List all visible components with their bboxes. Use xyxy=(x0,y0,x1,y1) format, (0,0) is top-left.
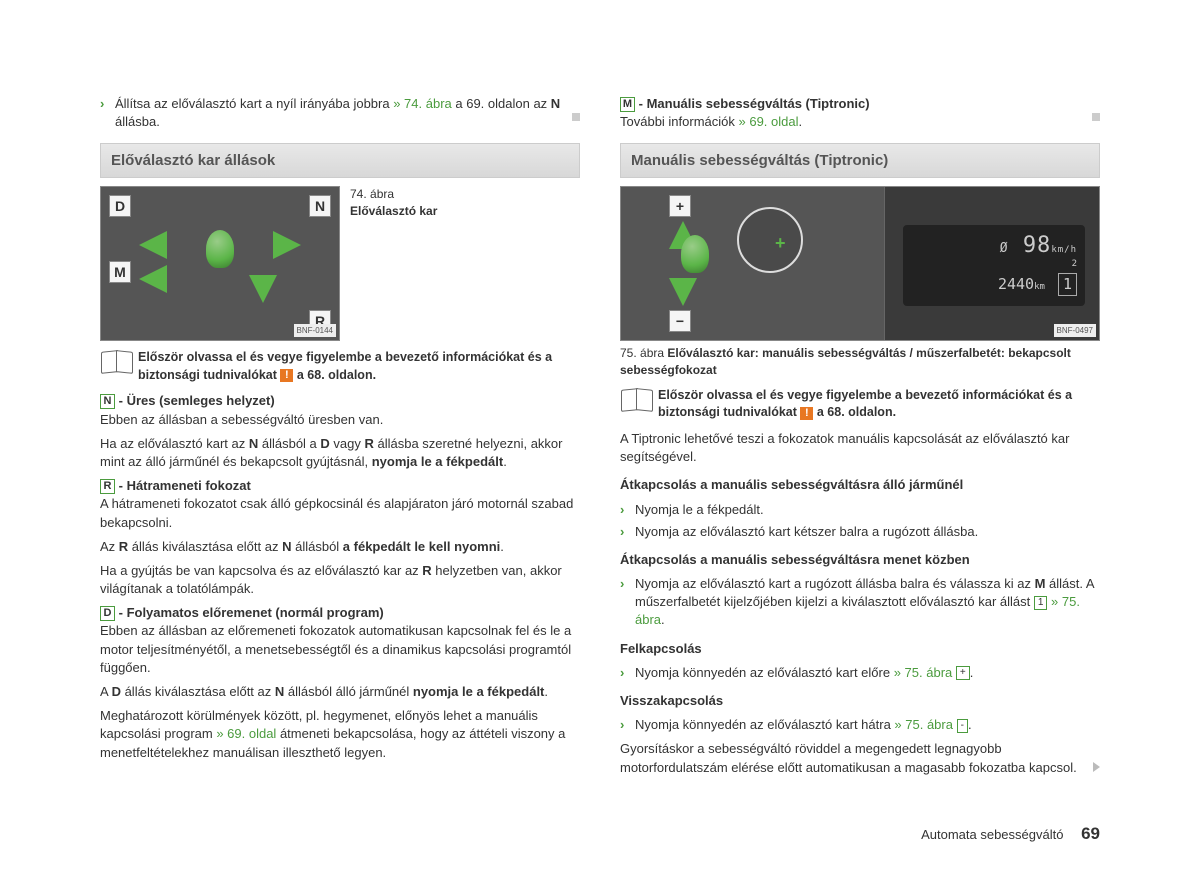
m-heading: M - Manuális sebességváltás (Tiptronic) … xyxy=(620,95,1100,131)
gear-d-label: D xyxy=(109,195,131,217)
warning-icon: ! xyxy=(280,369,293,382)
safety-intro: Először olvassa el és vegye figyelembe a… xyxy=(620,387,1100,422)
dashboard-screen: Ø 98km/h 2 2440km 1 xyxy=(903,225,1085,306)
n-paragraph: Ha az előválasztó kart az N állásból a D… xyxy=(100,435,580,471)
ref-link[interactable]: » 75. ábra xyxy=(894,665,953,680)
continue-icon xyxy=(1093,762,1100,772)
gear-indicator: 1 xyxy=(1058,273,1077,296)
ref-link[interactable]: » 69. oldal xyxy=(216,726,276,741)
figure-74-caption: 74. ábra Előválasztó kar xyxy=(350,186,580,220)
shift-knob-icon xyxy=(681,235,709,273)
body-text: A Tiptronic lehetővé teszi a fokozatok m… xyxy=(620,430,1100,466)
body: A hátrameneti fokozatot csak álló gépkoc… xyxy=(100,496,573,529)
page-number: 69 xyxy=(1081,824,1100,843)
plus-label: + xyxy=(669,195,691,217)
n-heading: N - Üres (semleges helyzet) Ebben az áll… xyxy=(100,392,580,428)
intro-bullet: Állítsa az előválasztó kart a nyíl irány… xyxy=(100,95,580,131)
trip-value: 2440 xyxy=(998,275,1034,293)
title: - Üres (semleges helyzet) xyxy=(119,393,275,408)
right-column: M - Manuális sebességváltás (Tiptronic) … xyxy=(620,95,1100,783)
fig-title: Előválasztó kar: manuális sebességváltás… xyxy=(620,346,1071,377)
figure-id: BNF-0497 xyxy=(1054,324,1096,337)
step-bullet: Nyomja le a fékpedált. xyxy=(620,501,1100,519)
r-paragraph: Az R állás kiválasztása előtt az N állás… xyxy=(100,538,580,556)
end-marker-icon xyxy=(1092,113,1100,121)
gear-n-box: N xyxy=(100,394,115,409)
letter-n: N xyxy=(551,96,560,111)
fig-number: 75. ábra xyxy=(620,346,664,360)
zoom-circle-icon: + xyxy=(737,207,803,273)
text: állásba. xyxy=(115,114,160,129)
page-footer: Automata sebességváltó 69 xyxy=(921,822,1100,846)
section-heading: Manuális sebességváltás (Tiptronic) xyxy=(620,143,1100,178)
book-icon xyxy=(620,387,654,413)
title: - Manuális sebességváltás (Tiptronic) xyxy=(639,96,870,111)
body-text: Gyorsításkor a sebességváltó röviddel a … xyxy=(620,740,1100,776)
dashboard-panel: Ø 98km/h 2 2440km 1 xyxy=(884,187,1099,340)
footer-section: Automata sebességváltó xyxy=(921,827,1063,842)
fig-number: 74. ábra xyxy=(350,187,394,201)
arrow-left-icon xyxy=(139,231,167,259)
step-bullet: Nyomja az előválasztó kart a rugózott ál… xyxy=(620,575,1100,630)
gear-d-box: D xyxy=(100,606,115,621)
text: a 69. oldalon az xyxy=(455,96,550,111)
title: - Hátrameneti fokozat xyxy=(119,478,251,493)
shift-knob-icon xyxy=(206,230,234,268)
gear-m-label: M xyxy=(109,261,131,283)
text: a 68. oldalon. xyxy=(297,368,376,382)
arrow-down-icon xyxy=(249,275,277,303)
minus-box: - xyxy=(957,719,968,733)
end-marker-icon xyxy=(572,113,580,121)
ref-link[interactable]: » 69. oldal xyxy=(739,114,799,129)
body: Ebben az állásban a sebességváltó üresbe… xyxy=(100,412,383,427)
title: - Folyamatos előremenet (normál program) xyxy=(119,605,384,620)
ref-link[interactable]: » 75. ábra xyxy=(894,717,953,732)
d-paragraph-2: Meghatározott körülmények között, pl. he… xyxy=(100,707,580,762)
fig-title: Előválasztó kar xyxy=(350,204,437,218)
plus-icon: + xyxy=(775,231,786,256)
r-paragraph-2: Ha a gyújtás be van kapcsolva és az előv… xyxy=(100,562,580,598)
figure-id: BNF-0144 xyxy=(294,324,336,337)
d-heading: D - Folyamatos előremenet (normál progra… xyxy=(100,604,580,677)
figure-74: D M N R BNF-0144 xyxy=(100,186,340,341)
book-icon xyxy=(100,349,134,375)
gear-n-label: N xyxy=(309,195,331,217)
subheading: Visszakapcsolás xyxy=(620,692,1100,710)
left-column: Állítsa az előválasztó kart a nyíl irány… xyxy=(100,95,580,783)
gear-1-box: 1 xyxy=(1034,596,1048,610)
figure-74-block: D M N R BNF-0144 74. ábra Előválasztó ka… xyxy=(100,186,580,341)
gear-m-box: M xyxy=(620,97,635,112)
arrow-right-icon xyxy=(273,231,301,259)
section-heading: Előválasztó kar állások xyxy=(100,143,580,178)
arrow-down-icon xyxy=(669,278,697,306)
figure-75: + − + Ø 98km/h 2 2440km 1 xyxy=(620,186,1100,341)
text: Állítsa az előválasztó kart a nyíl irány… xyxy=(115,96,393,111)
ref-link[interactable]: » 74. ábra xyxy=(393,96,452,111)
subheading: Felkapcsolás xyxy=(620,640,1100,658)
step-bullet: Nyomja könnyedén az előválasztó kart elő… xyxy=(620,664,1100,682)
arrow-left-icon xyxy=(139,265,167,293)
plus-box: + xyxy=(956,666,970,680)
r-heading: R - Hátrameneti fokozat A hátrameneti fo… xyxy=(100,477,580,532)
minus-label: − xyxy=(669,310,691,332)
step-bullet: Nyomja könnyedén az előválasztó kart hát… xyxy=(620,716,1100,734)
subheading: Átkapcsolás a manuális sebességváltásra … xyxy=(620,476,1100,494)
body: Ebben az állásban az előremeneti fokozat… xyxy=(100,623,571,674)
d-paragraph: A D állás kiválasztása előtt az N állásb… xyxy=(100,683,580,701)
gear-r-box: R xyxy=(100,479,115,494)
figure-75-caption: 75. ábra Előválasztó kar: manuális sebes… xyxy=(620,345,1100,379)
safety-intro: Először olvassa el és vegye figyelembe a… xyxy=(100,349,580,384)
speed-value: 98 xyxy=(1023,233,1052,258)
step-bullet: Nyomja az előválasztó kart kétszer balra… xyxy=(620,523,1100,541)
warning-icon: ! xyxy=(800,407,813,420)
subheading: Átkapcsolás a manuális sebességváltásra … xyxy=(620,551,1100,569)
